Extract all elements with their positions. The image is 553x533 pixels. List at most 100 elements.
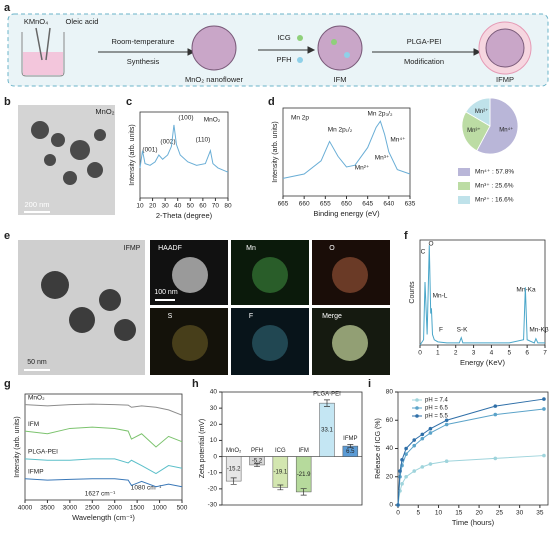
annotation: (100) (178, 115, 193, 122)
annotation: Mn-L (433, 293, 448, 300)
y-tick-label: 40 (386, 445, 394, 452)
data-point (404, 452, 408, 456)
pie-slice (476, 97, 519, 155)
series-line (24, 426, 183, 448)
icg-dot (331, 39, 337, 45)
annotation: S-K (457, 327, 469, 334)
x-tick-label: 4000 (18, 505, 33, 512)
x-tick-label: 2000 (107, 505, 122, 512)
x-tick-label: 4 (490, 350, 494, 357)
panel-label: h (192, 378, 199, 390)
x-tick-label: 2500 (85, 505, 100, 512)
category-label: MnO₂ (226, 448, 242, 454)
x-tick-label: 80 (224, 203, 232, 210)
x-tick-label: 635 (405, 201, 416, 208)
y-tick-label: 40 (210, 389, 218, 396)
x-tick-label: 5 (416, 510, 420, 517)
tem-particles-e (41, 271, 136, 341)
panel-label: i (368, 378, 371, 390)
pfh-dot (344, 52, 350, 58)
data-point (444, 418, 449, 423)
data-point (412, 438, 417, 442)
category-label: PLGA-PEI (313, 391, 341, 397)
pie-slice (461, 111, 491, 152)
tem-particles-b (31, 121, 106, 185)
x-tick-label: 70 (212, 203, 220, 210)
annotation: O (428, 241, 433, 248)
x-axis-label: 2-Theta (degree) (156, 211, 213, 220)
legend-label: Mn⁴⁺ : 57.8% (475, 169, 514, 176)
x-tick-label: 10 (136, 203, 144, 210)
x-tick-label: 640 (383, 201, 394, 208)
y-axis-label: Zeta potential (mV) (199, 419, 206, 479)
panel-label: d (268, 96, 275, 108)
y-tick-label: 10 (210, 437, 218, 444)
data-point (400, 458, 404, 462)
data-point (398, 469, 402, 473)
x-tick-label: 645 (362, 201, 373, 208)
data-point (428, 462, 433, 466)
error-bar (230, 477, 237, 485)
scheme-label: Synthesis (127, 57, 160, 66)
scheme-label: Room-temperature (112, 37, 175, 46)
slice-label: Mn³⁺ (467, 127, 481, 134)
data-point (412, 443, 417, 448)
x-tick-label: 35 (536, 510, 544, 517)
x-tick-label: 6 (525, 350, 529, 357)
x-tick-label: 40 (174, 203, 182, 210)
y-tick-label: -30 (208, 502, 218, 509)
annotation: Mn²⁺ (355, 165, 370, 172)
annotation: (002) (160, 139, 175, 146)
series-line (397, 398, 545, 506)
beaker (21, 27, 65, 77)
tem-label: IFMP (124, 245, 141, 252)
error-bar (300, 488, 307, 496)
x-tick-label: 50 (187, 203, 195, 210)
data-point (542, 407, 546, 411)
annotation: F (439, 327, 443, 334)
pie-slice (465, 97, 491, 127)
legend-swatch (458, 196, 470, 204)
legend-swatch (458, 182, 470, 190)
data-point (396, 503, 400, 507)
panel-label: c (126, 96, 132, 108)
scheme-label: PFH (277, 55, 292, 64)
tem-label: F (249, 313, 253, 320)
legend-label: Mn³⁺ : 25.6% (475, 183, 514, 190)
error-bar (277, 484, 284, 491)
data-point (420, 432, 425, 437)
tem-label: Merge (322, 313, 342, 320)
nanoflower (191, 25, 237, 71)
y-tick-label: 20 (210, 421, 218, 428)
legend-label: pH = 5.5 (425, 414, 449, 420)
series-line (397, 455, 544, 506)
x-tick-label: 20 (149, 203, 157, 210)
tem-label: 50 nm (27, 359, 47, 366)
data-point (493, 456, 498, 461)
category-label: PFH (251, 448, 263, 454)
scheme-label: MnO₂ nanoflower (185, 75, 243, 84)
scheme-label: ICG (277, 33, 291, 42)
scheme-label: Oleic acid (66, 17, 99, 26)
x-tick-label: 30 (162, 203, 170, 210)
series-line (24, 403, 183, 416)
scheme-label: KMnO₄ (24, 17, 48, 26)
x-tick-label: 500 (177, 505, 188, 512)
x-tick-label: 7 (543, 350, 547, 357)
annotation: 1080 cm⁻¹ (131, 485, 162, 492)
x-tick-label: 660 (299, 201, 310, 208)
x-tick-label: 60 (199, 203, 207, 210)
plot-frame (139, 111, 229, 199)
annotation: MnO₂ (204, 117, 221, 124)
scheme-label: IFM (334, 75, 347, 84)
annotation: C (421, 249, 426, 256)
panel-label: a (4, 2, 11, 14)
error-bar (254, 463, 260, 467)
series-label: MnO₂ (28, 394, 45, 401)
data-point (404, 474, 408, 479)
series-line (24, 478, 183, 488)
error-bar (324, 399, 330, 407)
category-label: ICG (275, 448, 286, 454)
y-tick-label: 80 (386, 389, 394, 396)
x-tick-label: 15 (455, 510, 463, 517)
